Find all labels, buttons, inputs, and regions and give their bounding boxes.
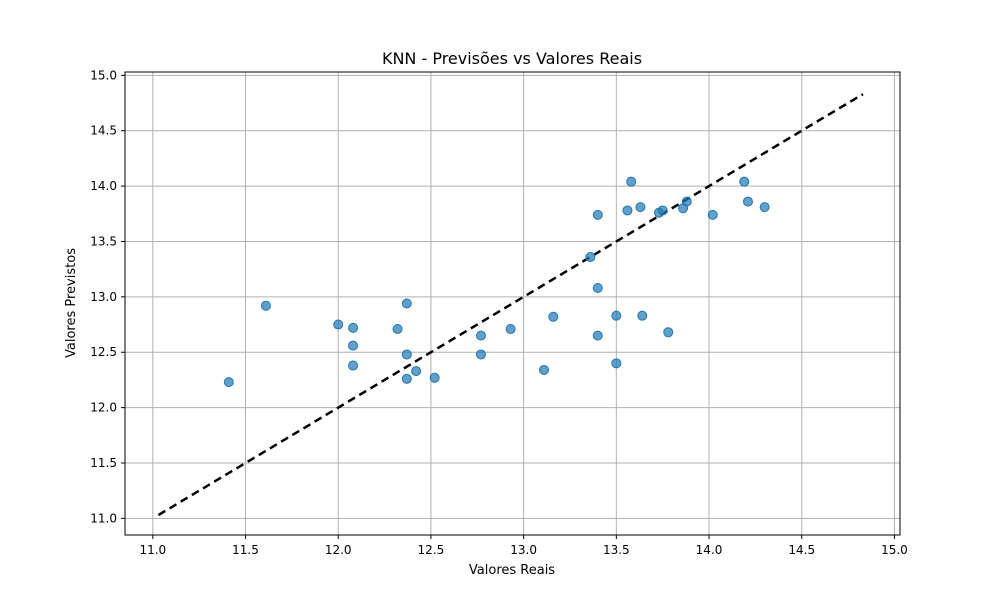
- y-tick-label: 12.5: [90, 345, 117, 359]
- data-point: [539, 364, 550, 375]
- y-tick-label: 13.5: [90, 234, 117, 248]
- x-tick-label: 14.5: [788, 543, 815, 557]
- x-tick-label: 11.0: [139, 543, 166, 557]
- plot-frame: [124, 71, 901, 536]
- data-point: [348, 360, 359, 371]
- data-point: [411, 366, 422, 377]
- x-axis-label: Valores Reais: [469, 563, 555, 578]
- data-point: [681, 196, 692, 207]
- x-tick-label: 14.0: [696, 543, 723, 557]
- y-axis-label: Valores Previstos: [64, 248, 79, 358]
- chart-title: KNN - Previsões vs Valores Reais: [382, 49, 642, 68]
- y-tick-label: 15.0: [90, 68, 117, 82]
- data-point: [742, 196, 753, 207]
- x-tick-label: 13.0: [510, 543, 537, 557]
- data-point: [759, 202, 770, 213]
- data-point: [548, 311, 559, 322]
- data-point: [401, 298, 412, 309]
- y-tick-label: 12.0: [90, 401, 117, 415]
- data-point: [611, 310, 622, 321]
- x-axis-ticks: 11.0 11.5 12.0 12.5 13.0 13.5 14.0 14.5 15.0: [139, 535, 908, 557]
- data-point: [401, 373, 412, 384]
- y-tick-label: 11.0: [90, 511, 117, 525]
- data-point: [475, 349, 486, 360]
- data-point: [739, 176, 750, 187]
- x-tick-label: 13.5: [603, 543, 630, 557]
- data-point: [348, 340, 359, 351]
- x-tick-label: 15.0: [881, 543, 908, 557]
- data-point: [223, 377, 234, 388]
- reference-line: [157, 93, 864, 517]
- y-tick-label: 14.0: [90, 179, 117, 193]
- x-tick-label: 12.5: [418, 543, 445, 557]
- data-point: [260, 300, 271, 311]
- data-point: [637, 310, 648, 321]
- data-point: [505, 323, 516, 334]
- data-point: [657, 205, 668, 216]
- x-tick-label: 11.5: [232, 543, 259, 557]
- data-point: [626, 176, 637, 187]
- data-point: [429, 372, 440, 383]
- data-point: [592, 209, 603, 220]
- reference-line-layer: [157, 93, 864, 517]
- data-point: [585, 251, 596, 262]
- x-tick-label: 12.0: [325, 543, 352, 557]
- y-tick-label: 11.5: [90, 456, 117, 470]
- data-point: [401, 349, 412, 360]
- data-point: [635, 202, 646, 213]
- data-point: [592, 330, 603, 341]
- data-point: [392, 323, 403, 334]
- y-tick-label: 13.0: [90, 290, 117, 304]
- data-point: [707, 209, 718, 220]
- scatter-points: [223, 176, 770, 388]
- data-point: [663, 327, 674, 338]
- data-point: [622, 205, 633, 216]
- data-point: [592, 282, 603, 293]
- data-point: [475, 330, 486, 341]
- y-axis-ticks: 11.0 11.5 12.0 12.5 13.0 13.5 14.0 14.5 15.0: [90, 68, 125, 525]
- grid-lines: [125, 72, 900, 535]
- data-point: [333, 319, 344, 330]
- data-point: [611, 358, 622, 369]
- data-point: [348, 322, 359, 333]
- y-tick-label: 14.5: [90, 124, 117, 138]
